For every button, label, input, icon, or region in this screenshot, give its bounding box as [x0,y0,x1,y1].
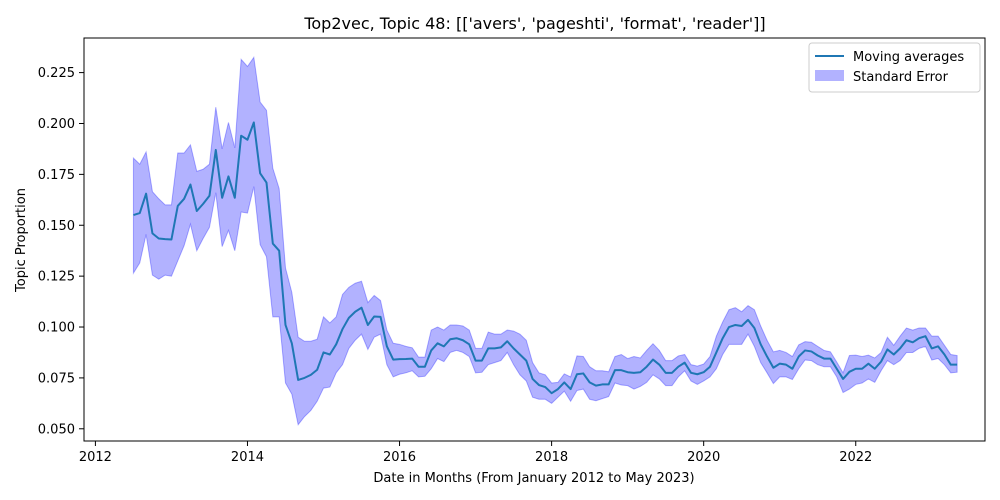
y-tick-label: 0.075 [38,371,75,386]
moving-averages-line [133,121,958,395]
y-tick-label: 0.100 [38,321,75,336]
x-tick-label: 2016 [383,450,416,465]
y-tick-label: 0.125 [38,270,75,285]
y-axis-label: Topic Proportion [14,188,29,293]
x-tick-label: 2018 [535,450,568,465]
y-tick-label: 0.050 [38,422,75,437]
y-tick-label: 0.150 [38,219,75,234]
x-tick-label: 2020 [687,450,720,465]
standard-error-band [132,56,958,426]
x-tick-label: 2014 [231,450,264,465]
x-axis-label: Date in Months (From January 2012 to May… [373,471,694,486]
legend-label-standard-error: Standard Error [853,70,949,85]
y-axis: 0.050 0.075 0.100 0.125 0.150 0.175 0.200 0.225 [38,66,84,437]
x-tick-label: 2012 [79,450,112,465]
chart-title: Top2vec, Topic 48: [['avers', 'pageshti'… [303,14,765,33]
legend-band-swatch [815,70,844,81]
x-tick-label: 2022 [839,450,872,465]
x-axis: 2012 2014 2016 2018 2020 2022 [79,441,872,465]
legend-label-moving-averages: Moving averages [853,50,964,65]
y-tick-label: 0.175 [38,168,75,183]
plot-area [132,56,958,426]
legend: Moving averages Standard Error [808,42,981,93]
plot-frame [83,37,986,442]
y-tick-label: 0.200 [38,117,75,132]
legend-box [808,42,981,93]
y-tick-label: 0.225 [38,66,75,81]
